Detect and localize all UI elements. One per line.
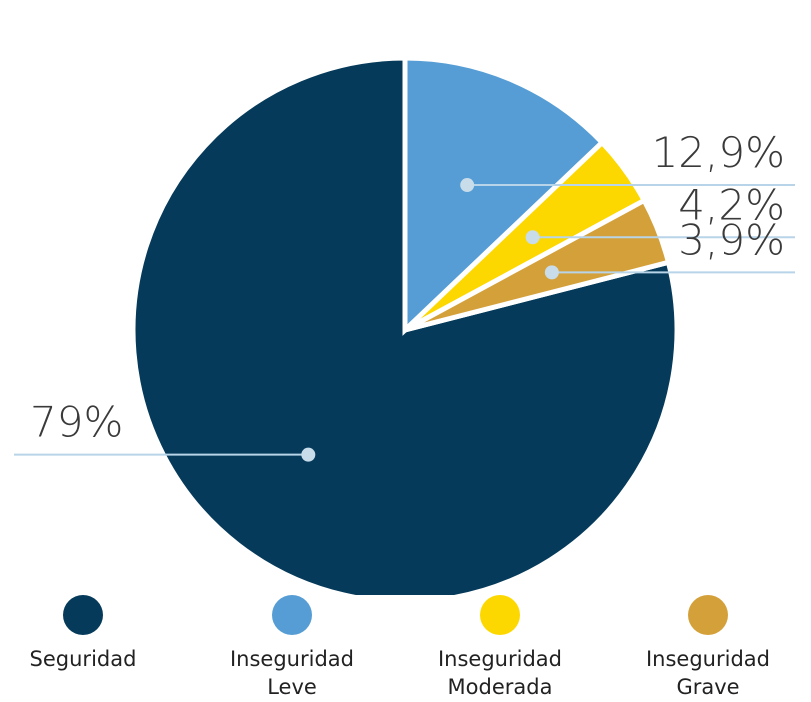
pie-slice [402,55,606,336]
leader-dot [460,178,475,193]
legend-label: Inseguridad Grave [645,647,770,699]
legend-label: Inseguridad Leve [229,647,354,699]
chart: 79% 12,9%4,2%3,9% [14,55,795,595]
pie-slice [130,55,680,595]
legend-item: Seguridad [8,595,158,673]
legend-swatch [480,595,520,635]
legend-item: Inseguridad Moderada [425,595,575,701]
legend-item: Inseguridad Leve [217,595,367,701]
data-label: 79% [30,398,123,447]
data-label: 12,9% [652,128,785,177]
legend-label: Inseguridad Moderada [437,647,562,699]
pie-slice [403,197,672,333]
data-label: 3,9% [678,215,785,264]
legend-item: Inseguridad Grave [633,595,783,701]
legend-swatch [272,595,312,635]
legend: Seguridad Inseguridad Leve Inseguridad Mod… [0,595,811,702]
leader-dot [301,447,316,462]
legend-swatch [63,595,103,635]
leader-dot [544,265,559,280]
leader-dot [525,230,540,245]
data-label: 4,2% [678,180,785,229]
legend-label: Seguridad [29,647,137,671]
legend-swatch [688,595,728,635]
